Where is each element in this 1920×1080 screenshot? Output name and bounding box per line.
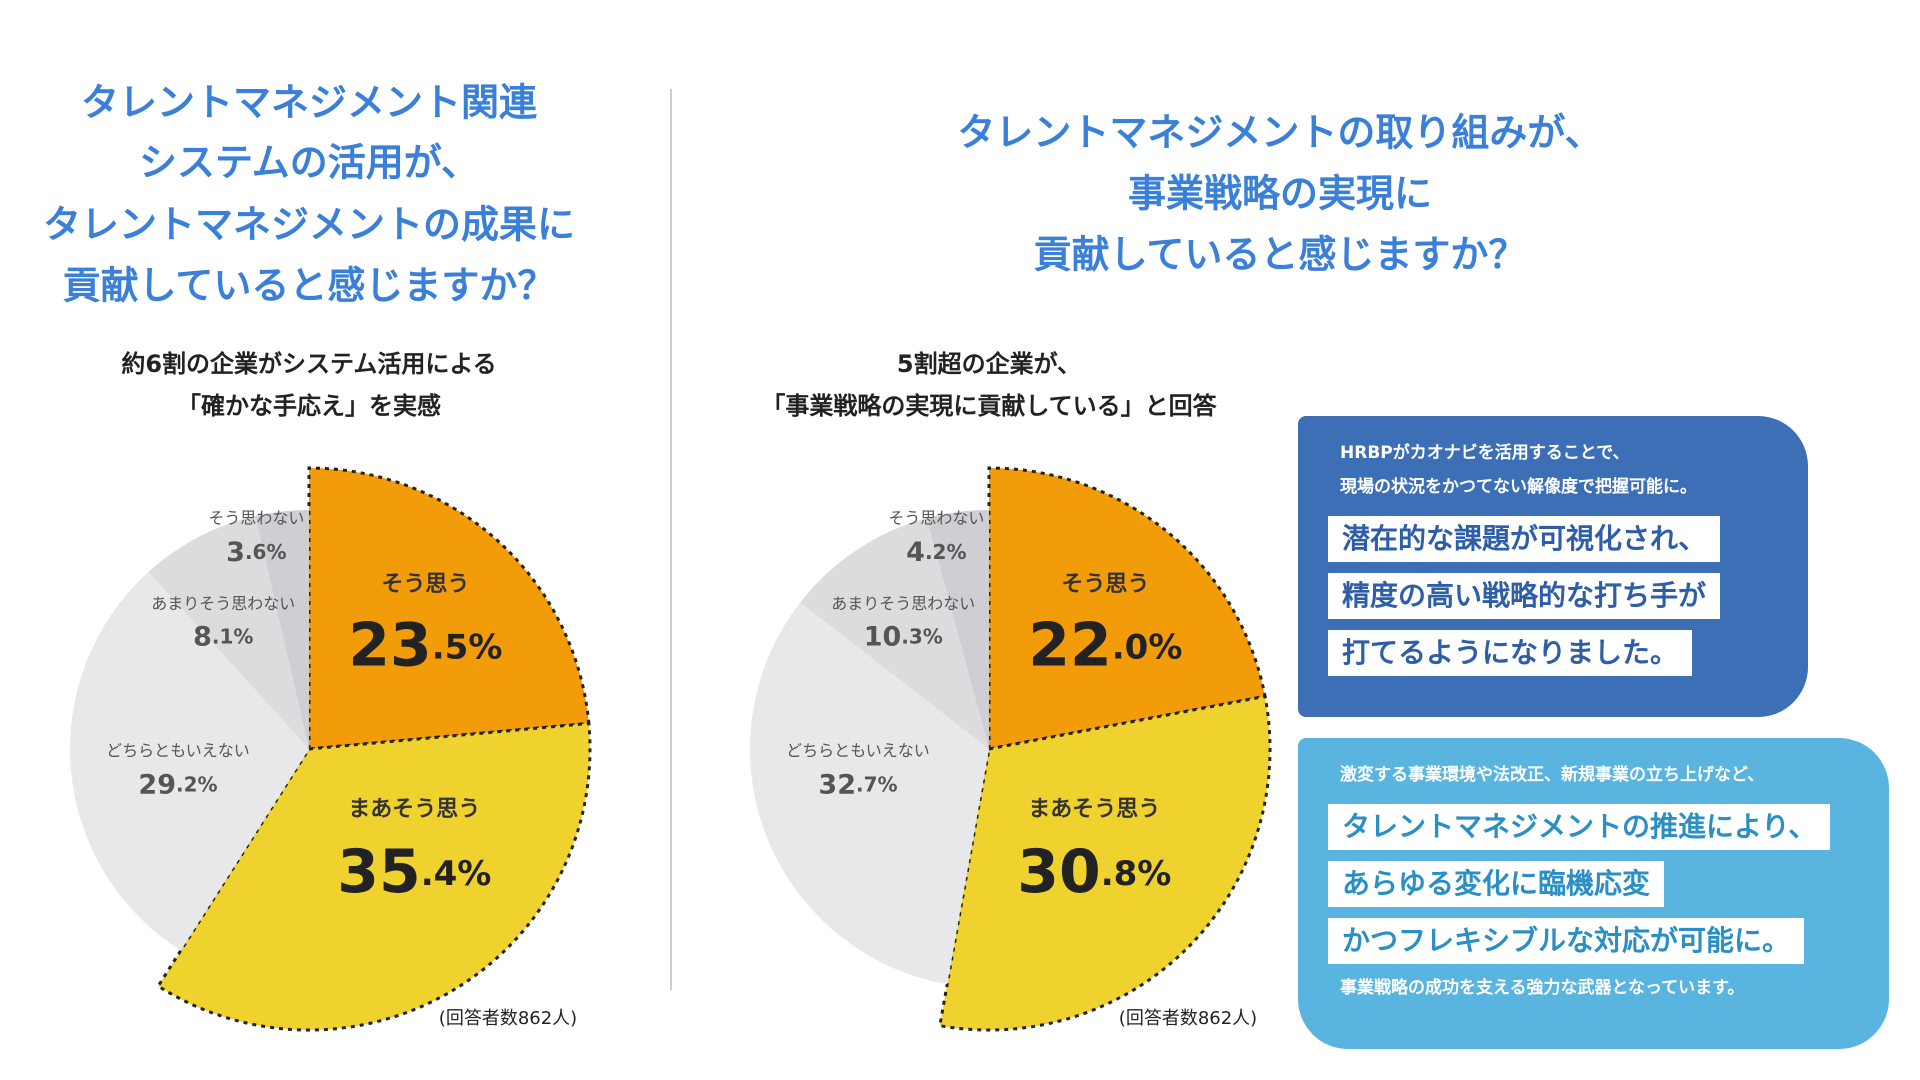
value-label: 29.2% bbox=[138, 769, 217, 800]
value-rest: .7% bbox=[856, 772, 898, 796]
value-main: 32 bbox=[818, 769, 856, 800]
value-rest: .6% bbox=[245, 540, 287, 564]
value-main: 22 bbox=[1028, 610, 1112, 680]
note: (回答者数862人) bbox=[439, 1008, 577, 1029]
value-rest: .8% bbox=[1101, 854, 1172, 894]
value-main: 35 bbox=[337, 837, 421, 907]
chart-subtitle: 「確かな手応え」を実感 bbox=[177, 392, 441, 420]
chart-subtitle: 5割超の企業が、 bbox=[897, 350, 1081, 378]
pie-slice bbox=[938, 694, 1272, 1032]
slice-label: どちらともいえない bbox=[786, 741, 930, 760]
value-main: 23 bbox=[348, 610, 432, 680]
callout-tail: 事業戦略の成功を支える強力な武器となっています。 bbox=[1340, 978, 1745, 998]
chart-subtitle: 「事業戦略の実現に貢献している」と回答 bbox=[761, 392, 1217, 420]
slice-label: そう思う bbox=[1061, 572, 1149, 597]
slice-label: そう思う bbox=[381, 572, 469, 597]
chart-title: タレントマネジメントの取り組みが、 bbox=[957, 111, 1602, 155]
pie-slice bbox=[255, 510, 309, 749]
value-rest: .5% bbox=[432, 627, 503, 667]
pie-slice bbox=[70, 571, 309, 951]
value-rest: .1% bbox=[212, 624, 254, 648]
pie-slice bbox=[987, 466, 1267, 751]
value-label: 30.8% bbox=[1017, 837, 1171, 907]
value-label: 35.4% bbox=[337, 837, 491, 907]
value-label: 32.7% bbox=[818, 769, 897, 800]
chart-title: 貢献していると感じますか？ bbox=[63, 264, 556, 308]
value-rest: .0% bbox=[1112, 627, 1183, 667]
pie-slice bbox=[156, 721, 592, 1032]
value-rest: .3% bbox=[901, 624, 943, 648]
pie-slice bbox=[307, 466, 591, 751]
callout-highlight: タレントマネジメントの推進により、 bbox=[1328, 804, 1831, 850]
chart-subtitle: 約6割の企業がシステム活用による bbox=[121, 350, 496, 378]
pie-slice bbox=[800, 518, 989, 749]
chart-title: タレントマネジメント関連 bbox=[81, 81, 538, 125]
callout-highlight: あらゆる変化に臨機応変 bbox=[1328, 861, 1665, 907]
slice-label: そう思わない bbox=[888, 508, 984, 527]
value-label: 23.5% bbox=[348, 610, 502, 680]
callout-highlight: かつフレキシブルな対応が可能に。 bbox=[1328, 918, 1805, 964]
slice-label: まあそう思う bbox=[348, 797, 480, 822]
callout-lead: 現場の状況をかつてない解像度で把握可能に。 bbox=[1340, 477, 1697, 497]
slice-label: あまりそう思わない bbox=[151, 594, 295, 613]
value-main: 8 bbox=[193, 621, 212, 652]
value-rest: .2% bbox=[176, 772, 218, 796]
value-label: 8.1% bbox=[193, 621, 253, 652]
callout-lead: 激変する事業環境や法改正、新規事業の立ち上げなど、 bbox=[1340, 765, 1765, 785]
chart-title: 貢献していると感じますか？ bbox=[1034, 233, 1527, 277]
value-main: 4 bbox=[906, 537, 925, 568]
callout-highlight: 精度の高い戦略的な打ち手が bbox=[1328, 573, 1721, 619]
value-label: 4.2% bbox=[906, 537, 966, 568]
callout-lead: HRBPがカオナビを活用することで、 bbox=[1340, 443, 1630, 463]
callout: 激変する事業環境や法改正、新規事業の立ち上げなど、タレントマネジメントの推進によ… bbox=[1298, 738, 1889, 1049]
slice-label: まあそう思う bbox=[1028, 797, 1160, 822]
value-label: 22.0% bbox=[1028, 610, 1182, 680]
callout-highlight: 潜在的な課題が可視化され、 bbox=[1328, 516, 1721, 562]
slice-label: どちらともいえない bbox=[106, 741, 250, 760]
chart-title: タレントマネジメントの成果に bbox=[43, 203, 575, 247]
value-main: 30 bbox=[1017, 837, 1101, 907]
value-main: 3 bbox=[226, 537, 245, 568]
callout: HRBPがカオナビを活用することで、現場の状況をかつてない解像度で把握可能に。潜… bbox=[1298, 416, 1808, 717]
slice-label: あまりそう思わない bbox=[831, 594, 975, 613]
callout-highlight: 打てるようになりました。 bbox=[1328, 630, 1693, 676]
pie-slice bbox=[148, 516, 309, 749]
value-main: 10 bbox=[864, 621, 902, 652]
value-rest: .2% bbox=[925, 540, 967, 564]
chart-title: システムの活用が、 bbox=[139, 141, 479, 185]
slice-label: そう思わない bbox=[208, 508, 304, 527]
value-main: 29 bbox=[138, 769, 176, 800]
value-rest: .4% bbox=[421, 854, 492, 894]
note: (回答者数862人) bbox=[1119, 1008, 1257, 1029]
value-label: 3.6% bbox=[226, 537, 286, 568]
pie-slice bbox=[749, 602, 989, 985]
chart-title: 事業戦略の実現に bbox=[1128, 172, 1432, 216]
value-label: 10.3% bbox=[864, 621, 943, 652]
pie-slice bbox=[926, 510, 989, 749]
